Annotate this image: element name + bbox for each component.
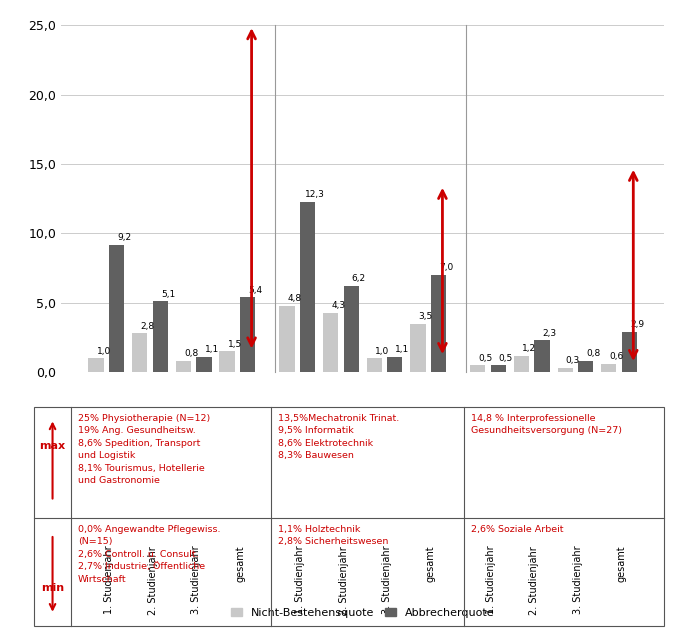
- Text: gesamt: gesamt: [617, 546, 626, 582]
- Text: 0,6: 0,6: [610, 352, 624, 361]
- Bar: [220, 351, 235, 372]
- Text: 1. Studienjahr: 1. Studienjahr: [104, 546, 114, 615]
- Text: 6,2: 6,2: [352, 274, 366, 283]
- Text: 4,3: 4,3: [332, 301, 345, 310]
- Text: 1,1% Holztechnik
2,8% Sicherheitswesen: 1,1% Holztechnik 2,8% Sicherheitswesen: [278, 525, 388, 546]
- Text: 0,5: 0,5: [479, 353, 493, 363]
- Text: gesamt: gesamt: [235, 546, 245, 582]
- Text: 3,5: 3,5: [418, 312, 433, 321]
- Text: 0,8: 0,8: [586, 350, 601, 358]
- Text: 0,3: 0,3: [565, 357, 580, 365]
- Text: 3. Studienjahr: 3. Studienjahr: [382, 546, 392, 615]
- Bar: [514, 356, 529, 372]
- Bar: [240, 297, 256, 372]
- Text: 14,8 % Interprofessionelle
Gesundheitsversorgung (N=27): 14,8 % Interprofessionelle Gesundheitsve…: [471, 414, 622, 435]
- Bar: [88, 358, 104, 372]
- Text: 13,5%Mechatronik Trinat.
9,5% Informatik
8,6% Elektrotechnik
8,3% Bauwesen: 13,5%Mechatronik Trinat. 9,5% Informatik…: [278, 414, 399, 461]
- Text: 25% Physiotherapie (N=12)
19% Ang. Gesundheitsw.
8,6% Spedition, Transport
und L: 25% Physiotherapie (N=12) 19% Ang. Gesun…: [78, 414, 210, 485]
- Text: 5,1: 5,1: [161, 290, 175, 298]
- Bar: [153, 302, 168, 372]
- Text: 1,1: 1,1: [205, 345, 219, 354]
- Text: 1,0: 1,0: [96, 346, 111, 356]
- Legend: Nicht-Bestehensquote, Abbrecherquote: Nicht-Bestehensquote, Abbrecherquote: [226, 603, 499, 622]
- Bar: [534, 340, 550, 372]
- Bar: [323, 312, 338, 372]
- Text: min: min: [41, 584, 64, 593]
- Bar: [300, 201, 315, 372]
- Text: 1,5: 1,5: [228, 339, 242, 349]
- Text: 1,1: 1,1: [395, 345, 410, 354]
- Text: 3. Studienjahr: 3. Studienjahr: [573, 546, 583, 615]
- Bar: [431, 275, 446, 372]
- Text: 2,3: 2,3: [542, 329, 557, 338]
- Bar: [132, 333, 147, 372]
- Text: 2. Studienjahr: 2. Studienjahr: [530, 546, 540, 615]
- Bar: [557, 368, 573, 372]
- Bar: [279, 305, 295, 372]
- Bar: [601, 364, 616, 372]
- Text: 1,0: 1,0: [375, 346, 389, 356]
- Text: 5,4: 5,4: [248, 286, 262, 295]
- Text: 1,2: 1,2: [522, 344, 536, 353]
- Bar: [622, 332, 637, 372]
- Bar: [578, 361, 593, 372]
- Text: 3. Studienjahr: 3. Studienjahr: [191, 546, 201, 615]
- Text: 1. Studienjahr: 1. Studienjahr: [485, 546, 496, 615]
- Text: 9,2: 9,2: [117, 233, 132, 242]
- Text: 7,0: 7,0: [439, 263, 454, 273]
- Text: gesamt: gesamt: [426, 546, 436, 582]
- Text: 2,8: 2,8: [140, 322, 155, 331]
- Bar: [470, 365, 485, 372]
- Bar: [367, 358, 382, 372]
- Text: 2. Studienjahr: 2. Studienjahr: [148, 546, 158, 615]
- Text: max: max: [39, 441, 66, 451]
- Text: 2. Studienjahr: 2. Studienjahr: [338, 546, 348, 615]
- Text: 0,0% Angewandte Pflegewiss.
(N=15)
2,6% Controll. u. Consult.
2,7% Industrie, Öf: 0,0% Angewandte Pflegewiss. (N=15) 2,6% …: [78, 525, 220, 584]
- Text: 12,3: 12,3: [305, 190, 325, 199]
- Text: 1. Studienjahr: 1. Studienjahr: [295, 546, 305, 615]
- Bar: [387, 357, 403, 372]
- Bar: [109, 245, 124, 372]
- Bar: [344, 286, 359, 372]
- Text: 4,8: 4,8: [287, 294, 302, 303]
- Bar: [176, 361, 191, 372]
- Text: 2,6% Soziale Arbeit: 2,6% Soziale Arbeit: [471, 525, 563, 534]
- Bar: [491, 365, 506, 372]
- Bar: [197, 357, 212, 372]
- Text: 2,9: 2,9: [630, 321, 644, 329]
- Text: 0,8: 0,8: [184, 350, 198, 358]
- Text: 0,5: 0,5: [499, 353, 513, 363]
- Bar: [410, 324, 426, 372]
